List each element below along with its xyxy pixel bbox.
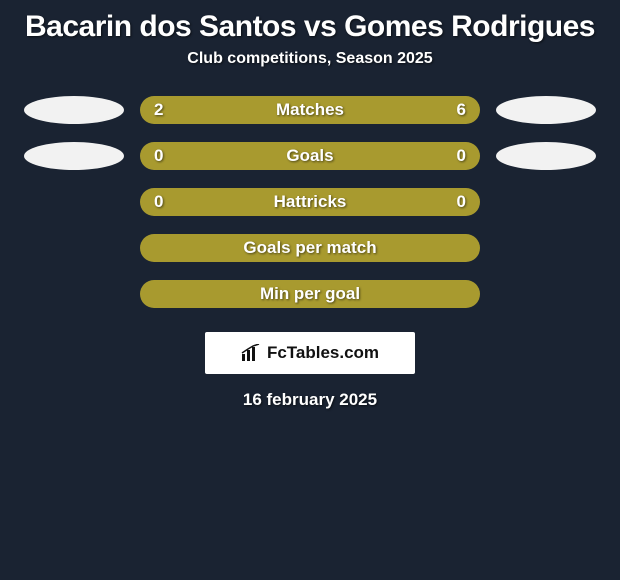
player2-avatar <box>496 96 596 124</box>
comparison-card: Bacarin dos Santos vs Gomes Rodrigues Cl… <box>0 0 620 580</box>
stat-bar-player2-fill <box>310 188 480 216</box>
player2-avatar <box>496 142 596 170</box>
stat-row: Goals00 <box>0 142 620 170</box>
player1-avatar <box>24 142 124 170</box>
stat-bar: Goals per match <box>140 234 480 262</box>
source-badge-text: FcTables.com <box>267 343 379 363</box>
stat-bar-player1-fill <box>140 280 310 308</box>
stat-bar-player1-fill <box>140 188 310 216</box>
stat-bar-player1-fill <box>140 96 225 124</box>
stat-bar-player1-fill <box>140 234 310 262</box>
stat-bar-player2-fill <box>310 234 480 262</box>
card-title: Bacarin dos Santos vs Gomes Rodrigues <box>0 8 620 50</box>
stat-row: Min per goal <box>0 280 620 308</box>
stat-bar: Goals00 <box>140 142 480 170</box>
stat-rows: Matches26 Goals00 Hattricks00 Goals per mat… <box>0 96 620 308</box>
source-badge: FcTables.com <box>205 332 415 374</box>
stat-bar: Hattricks00 <box>140 188 480 216</box>
stat-bar: Matches26 <box>140 96 480 124</box>
stat-row: Goals per match <box>0 234 620 262</box>
stat-bar-player2-fill <box>310 280 480 308</box>
stat-row: Matches26 <box>0 96 620 124</box>
card-subtitle: Club competitions, Season 2025 <box>0 50 620 68</box>
card-date: 16 february 2025 <box>0 390 620 410</box>
stat-row: Hattricks00 <box>0 188 620 216</box>
player1-avatar <box>24 96 124 124</box>
stat-bar-player1-fill <box>140 142 310 170</box>
stat-bar: Min per goal <box>140 280 480 308</box>
chart-icon <box>241 344 261 362</box>
stat-bar-player2-fill <box>310 142 480 170</box>
stat-bar-player2-fill <box>225 96 480 124</box>
